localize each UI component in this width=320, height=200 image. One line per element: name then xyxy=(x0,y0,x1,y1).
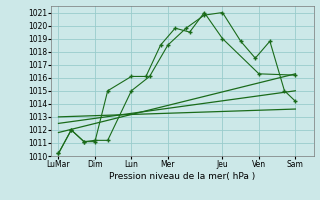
X-axis label: Pression niveau de la mer( hPa ): Pression niveau de la mer( hPa ) xyxy=(109,172,256,181)
